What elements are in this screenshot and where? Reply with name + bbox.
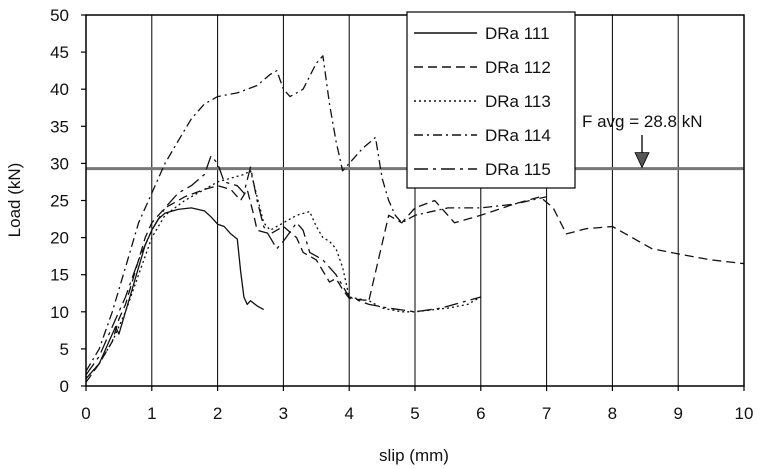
y-tick-label: 50 (50, 6, 69, 25)
legend-label: DRa 114 (485, 126, 551, 145)
legend-label: DRa 113 (485, 92, 551, 111)
legend-label: DRa 111 (485, 24, 550, 43)
x-tick-label: 7 (542, 404, 551, 423)
x-tick-label: 4 (344, 404, 353, 423)
y-tick-label: 15 (50, 266, 69, 285)
x-axis-title: slip (mm) (379, 446, 449, 465)
series-line-dra-113 (85, 170, 482, 380)
annotation: F avg = 28.8 kN (582, 112, 702, 169)
series-group (85, 55, 745, 383)
series-line-dra-115 (85, 155, 481, 376)
x-tick-label: 1 (147, 404, 156, 423)
y-tick-label: 25 (50, 192, 69, 211)
annotation-text: F avg = 28.8 kN (582, 112, 702, 131)
x-tick-label: 5 (410, 404, 419, 423)
x-tick-label: 8 (608, 404, 617, 423)
series-line-dra-112 (85, 185, 745, 383)
legend-box (406, 11, 576, 189)
y-tick-label: 5 (60, 340, 69, 359)
y-tick-label: 45 (50, 43, 69, 62)
y-tick-label: 20 (50, 229, 69, 248)
annotation-arrow-head (634, 152, 650, 169)
y-tick-labels: 0 5 10 15 20 25 30 35 40 45 50 (50, 6, 69, 396)
y-tick-label: 30 (50, 154, 69, 173)
legend: DRa 111 DRa 112 DRa 113 DRa 114 DRa 115 (406, 11, 576, 189)
x-tick-label: 9 (673, 404, 682, 423)
x-tick-label: 6 (476, 404, 485, 423)
y-tick-label: 10 (50, 303, 69, 322)
y-tick-label: 0 (60, 377, 69, 396)
y-tick-label: 40 (50, 80, 69, 99)
x-tick-label: 2 (213, 404, 222, 423)
x-tick-label: 10 (735, 404, 754, 423)
series-line-dra-114 (85, 55, 547, 372)
y-tick-label: 35 (50, 117, 69, 136)
series-line-dra-111 (85, 207, 265, 380)
x-tick-labels: 0 1 2 3 4 5 6 7 8 9 10 (81, 404, 753, 423)
x-tick-label: 0 (81, 404, 90, 423)
x-tick-label: 3 (279, 404, 288, 423)
legend-label: DRa 112 (485, 58, 551, 77)
legend-label: DRa 115 (485, 160, 551, 179)
y-axis-title: Load (kN) (5, 163, 24, 238)
tick-marks (81, 14, 745, 391)
